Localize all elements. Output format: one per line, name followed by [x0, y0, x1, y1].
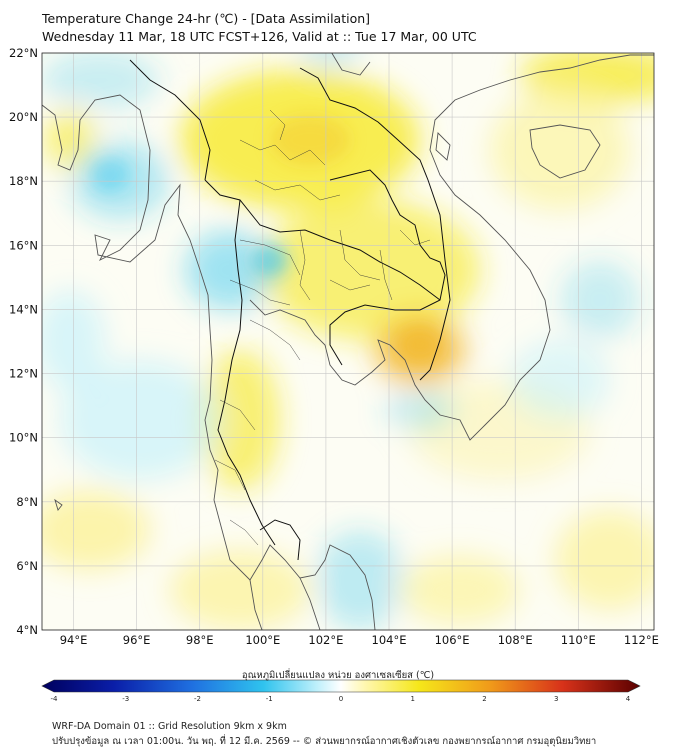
colorbar-title: อุณหภูมิเปลี่ยนแปลง หน่วย องศาเซลเซียส (…: [241, 670, 435, 681]
lon-tick-label: 108°E: [498, 633, 533, 647]
lat-tick-label: 12°N: [9, 367, 38, 381]
colorbar-tick-label: -3: [122, 695, 129, 703]
lat-tick-label: 6°N: [16, 559, 38, 573]
footer-line-1: WRF-DA Domain 01 :: Grid Resolution 9km …: [52, 721, 287, 732]
lon-tick-label: 96°E: [123, 633, 151, 647]
colorbar-tick-label: 2: [482, 695, 486, 703]
map-plot-area: [42, 53, 654, 630]
province-boundaries: [214, 109, 431, 546]
coastlines: [42, 53, 654, 630]
temperature-field-detail: [90, 115, 442, 363]
colorbar-tick-label: -4: [51, 695, 59, 703]
lon-tick-label: 100°E: [245, 633, 280, 647]
lon-tick-label: 112°E: [624, 633, 659, 647]
colorbar-ticks: -4 -3 -2 -1 0 1 2 3 4: [51, 695, 631, 703]
lat-tick-label: 18°N: [9, 174, 38, 188]
lon-tick-label: 110°E: [561, 633, 596, 647]
footer: WRF-DA Domain 01 :: Grid Resolution 9km …: [52, 719, 596, 749]
temperature-field: [42, 53, 654, 630]
lat-tick-label: 10°N: [9, 431, 38, 445]
footer-line-2: ปรับปรุงข้อมูล ณ เวลา 01:00น. วัน พฤ. ที…: [52, 736, 597, 747]
graticule: [42, 53, 654, 630]
lat-tick-label: 16°N: [9, 238, 38, 252]
title-line-2: Wednesday 11 Mar, 18 UTC FCST+126, Valid…: [42, 29, 477, 44]
lat-tick-label: 8°N: [16, 495, 38, 509]
lon-tick-label: 104°E: [372, 633, 407, 647]
latitude-labels: 22°N 20°N 18°N 16°N 14°N 12°N 10°N 8°N 6°N 4°N: [9, 46, 38, 637]
lon-tick-label: 102°E: [308, 633, 343, 647]
colorbar-tick-label: 0: [339, 695, 343, 703]
lon-tick-label: 98°E: [186, 633, 214, 647]
lat-tick-label: 22°N: [9, 46, 38, 60]
colorbar-tick-label: 3: [554, 695, 558, 703]
lat-tick-label: 20°N: [9, 110, 38, 124]
longitude-labels: 94°E 96°E 98°E 100°E 102°E 104°E 106°E 108°E 110…: [60, 633, 659, 647]
colorbar: -4 -3 -2 -1 0 1 2 3 4: [41, 679, 641, 703]
colorbar-tick-label: -2: [194, 695, 201, 703]
map-frame: [41, 52, 655, 631]
colorbar-tick-label: 4: [626, 695, 631, 703]
country-borders: [129, 59, 451, 561]
lon-tick-label: 106°E: [435, 633, 470, 647]
lon-tick-label: 94°E: [60, 633, 88, 647]
title-line-1: Temperature Change 24-hr (℃) - [Data Ass…: [42, 11, 371, 26]
lat-tick-label: 14°N: [9, 302, 38, 316]
chart-title: Temperature Change 24-hr (℃) - [Data Ass…: [42, 10, 477, 46]
colorbar-tick-label: -1: [266, 695, 273, 703]
colorbar-bar: [41, 679, 641, 693]
colorbar-tick-label: 1: [411, 695, 415, 703]
lat-tick-label: 4°N: [16, 623, 38, 637]
